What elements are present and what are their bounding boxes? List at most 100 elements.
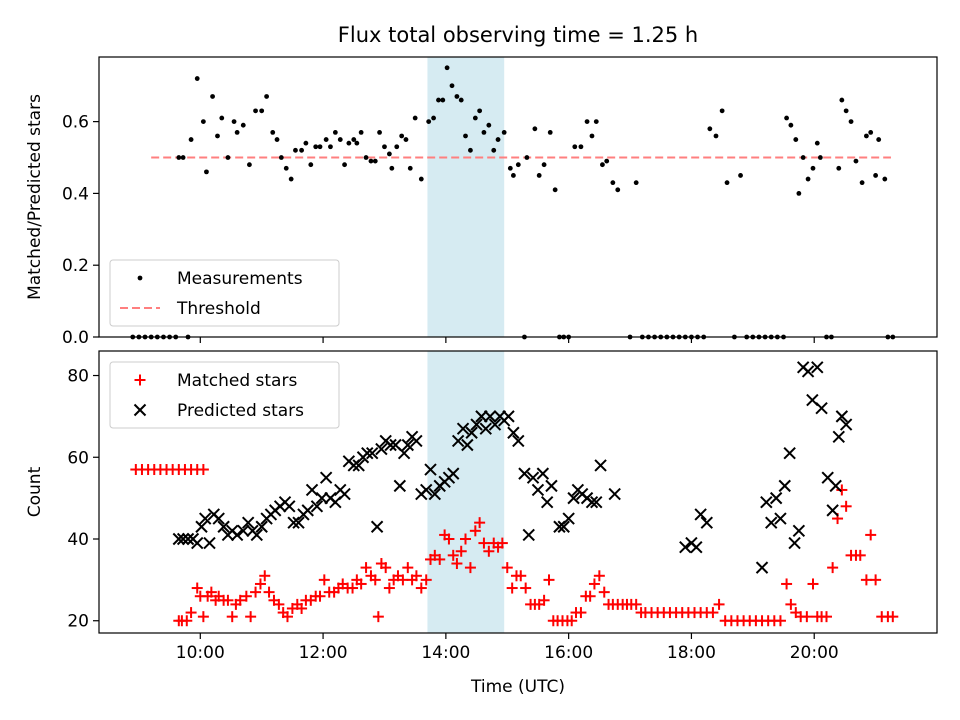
predicted-star-point bbox=[694, 508, 707, 521]
matched-star-point bbox=[240, 590, 252, 602]
measurement-point bbox=[274, 137, 280, 142]
legend-swatch bbox=[134, 374, 146, 386]
measurement-point bbox=[259, 108, 265, 114]
measurement-point bbox=[604, 158, 610, 164]
measurement-point bbox=[876, 137, 882, 142]
predicted-star-point bbox=[839, 418, 853, 431]
predicted-star-point bbox=[811, 361, 824, 374]
measurement-point bbox=[738, 173, 743, 178]
measurement-point bbox=[458, 97, 464, 103]
predicted-star-point bbox=[305, 483, 319, 497]
predicted-star-point bbox=[590, 496, 603, 509]
predicted-star-point bbox=[608, 487, 621, 501]
predicted-star-point bbox=[301, 504, 314, 517]
measurement-point bbox=[843, 108, 849, 114]
matched-star-point bbox=[226, 611, 238, 623]
predicted-star-point-stroke bbox=[562, 512, 575, 525]
matched-star-point bbox=[415, 582, 427, 594]
predicted-star-point bbox=[420, 483, 433, 497]
matched-star-point bbox=[402, 562, 414, 574]
legend-swatch bbox=[137, 275, 143, 281]
y-tick-label: 20 bbox=[67, 612, 89, 632]
matched-star-point bbox=[245, 611, 257, 623]
predicted-star-point-stroke bbox=[375, 442, 388, 456]
matched-star-point bbox=[520, 582, 532, 594]
predicted-star-point-stroke bbox=[679, 540, 692, 554]
matched-star-point bbox=[515, 570, 527, 582]
predicted-star-point bbox=[361, 446, 374, 460]
matched-star-point bbox=[836, 484, 848, 496]
measurement-point bbox=[600, 162, 605, 168]
matched-star-point bbox=[222, 594, 234, 606]
predicted-star-point-stroke bbox=[352, 459, 365, 472]
legend-label: Measurements bbox=[177, 269, 303, 289]
predicted-star-point bbox=[203, 536, 216, 550]
matched-star-point bbox=[781, 578, 793, 590]
y-tick-label: 60 bbox=[67, 448, 89, 468]
predicted-star-point-stroke bbox=[531, 483, 545, 497]
predicted-star-point bbox=[370, 520, 384, 533]
matched-star-point bbox=[191, 582, 203, 594]
predicted-star-point-stroke bbox=[338, 487, 351, 501]
ratio-legend: Measurements Threshold bbox=[109, 259, 340, 327]
predicted-star-point-stroke bbox=[397, 446, 411, 460]
measurement-point bbox=[247, 162, 252, 168]
measurement-point bbox=[805, 176, 811, 182]
predicted-star-point-stroke bbox=[821, 471, 834, 484]
matched-star-point bbox=[443, 533, 455, 545]
predicted-star-point-stroke bbox=[465, 426, 478, 439]
matched-star-point bbox=[460, 533, 472, 545]
measurement-point bbox=[610, 180, 616, 186]
measurement-point bbox=[793, 137, 799, 142]
matched-star-point bbox=[887, 611, 899, 623]
measurement-point bbox=[200, 119, 206, 125]
predicted-star-point bbox=[241, 516, 255, 529]
legend-box bbox=[109, 259, 340, 327]
predicted-star-point-stroke bbox=[410, 434, 423, 448]
predicted-star-point-stroke bbox=[760, 496, 773, 509]
predicted-star-point bbox=[465, 426, 478, 439]
measurement-point bbox=[308, 162, 314, 168]
measurement-point bbox=[382, 144, 387, 150]
measurement-point bbox=[633, 180, 639, 186]
legend-swatch-stroke bbox=[133, 403, 147, 417]
predicted-star-point bbox=[461, 438, 474, 452]
matched-star-point bbox=[434, 553, 446, 565]
predicted-star-point-stroke bbox=[401, 438, 415, 452]
predicted-star-point-stroke bbox=[292, 516, 305, 529]
predicted-star-point bbox=[792, 524, 806, 538]
predicted-star-point bbox=[384, 438, 397, 452]
matched-star-point bbox=[234, 594, 246, 606]
predicted-star-point bbox=[483, 410, 497, 423]
matched-star-point bbox=[369, 574, 381, 586]
measurement-point bbox=[547, 129, 553, 135]
matched-star-point bbox=[451, 558, 463, 570]
highlight-span bbox=[427, 351, 505, 633]
predicted-star-point bbox=[172, 532, 186, 546]
measurement-points bbox=[130, 65, 896, 340]
predicted-star-point bbox=[522, 528, 535, 542]
measurement-point bbox=[796, 191, 802, 196]
predicted-star-point bbox=[765, 516, 778, 529]
measurement-point bbox=[180, 155, 186, 160]
predicted-star-point-stroke bbox=[488, 418, 502, 431]
measurement-point bbox=[615, 187, 621, 193]
predicted-star-point-stroke bbox=[585, 496, 599, 509]
matched-star-point bbox=[478, 537, 490, 549]
measurement-point bbox=[407, 165, 413, 171]
predicted-star-point bbox=[835, 410, 849, 423]
y-tick-label: 0.2 bbox=[62, 256, 89, 276]
predicted-star-point-stroke bbox=[195, 520, 208, 533]
measurement-point bbox=[346, 140, 352, 146]
matched-star-point bbox=[801, 611, 813, 623]
predicted-star-point-stroke bbox=[540, 496, 554, 509]
measurement-point bbox=[368, 158, 374, 164]
predicted-star-point bbox=[424, 463, 437, 476]
matched-star-point bbox=[588, 578, 600, 590]
predicted-star-point-stroke bbox=[451, 434, 465, 448]
measurement-point bbox=[495, 137, 501, 142]
count-x-ticks: 10:00 12:00 14:00 16:00 18:00 20:00 bbox=[176, 633, 839, 663]
measurement-point bbox=[299, 147, 304, 153]
measurement-point bbox=[293, 147, 298, 153]
predicted-star-point-stroke bbox=[370, 520, 384, 533]
